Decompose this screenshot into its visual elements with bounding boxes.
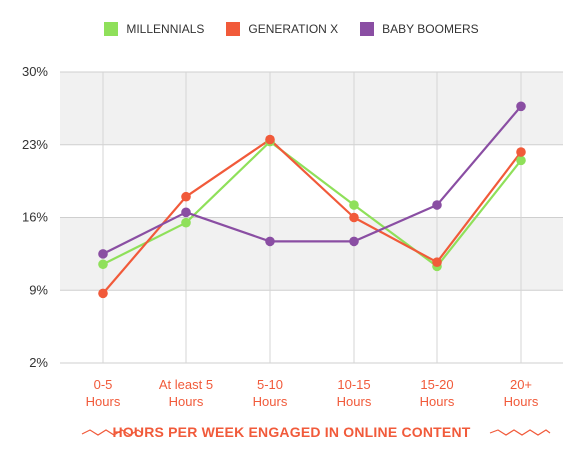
legend: MILLENNIALS GENERATION X BABY BOOMERS — [0, 22, 583, 36]
x-tick-label-unit: Hours — [169, 394, 204, 409]
data-point-2 — [98, 249, 108, 259]
data-point-2 — [181, 207, 191, 218]
legend-swatch-millennials — [104, 22, 119, 36]
x-tick-label-unit: Hours — [86, 394, 121, 409]
x-tick-label-unit: Hours — [504, 394, 539, 409]
x-tick-label: 5-10 — [257, 377, 283, 392]
data-point-2 — [349, 236, 359, 247]
data-point-2 — [265, 236, 275, 247]
data-point-2 — [516, 101, 526, 112]
x-axis-title-block: HOURS PER WEEK ENGAGED IN ONLINE CONTENT — [0, 424, 583, 444]
data-point-1 — [516, 147, 526, 157]
y-tick-label: 23% — [22, 137, 48, 152]
legend-label-millennials: MILLENNIALS — [126, 22, 205, 36]
legend-item-generation-x: GENERATION X — [226, 22, 338, 36]
legend-swatch-generation-x — [226, 22, 241, 36]
zigzag-right-icon — [489, 429, 551, 436]
x-axis-title: HOURS PER WEEK ENGAGED IN ONLINE CONTENT — [112, 424, 471, 440]
legend-label-generation-x: GENERATION X — [248, 22, 339, 36]
x-tick-label-unit: Hours — [337, 394, 372, 409]
zigzag-left-icon — [81, 429, 143, 436]
legend-label-baby-boomers: BABY BOOMERS — [382, 22, 479, 36]
x-tick-label: 20+ — [510, 377, 532, 392]
data-point-0 — [98, 259, 108, 270]
legend-item-millennials: MILLENNIALS — [104, 22, 204, 36]
x-tick-label-unit: Hours — [253, 394, 288, 409]
series-line-0 — [102, 140, 522, 268]
data-point-1 — [181, 191, 191, 202]
x-tick-label: 10-15 — [337, 377, 370, 392]
x-tick-label: At least 5 — [159, 377, 213, 392]
data-point-1 — [265, 134, 275, 145]
data-point-0 — [181, 217, 191, 228]
x-tick-label-unit: Hours — [420, 394, 455, 409]
x-tick-label: 15-20 — [420, 377, 453, 392]
series-line-2 — [102, 105, 522, 255]
data-point-1 — [98, 288, 108, 299]
data-point-2 — [432, 200, 442, 210]
zigzag-decorations — [81, 429, 551, 436]
data-point-0 — [349, 200, 359, 210]
y-tick-label: 30% — [22, 64, 48, 79]
background-band — [60, 217, 563, 291]
legend-item-baby-boomers: BABY BOOMERS — [360, 22, 479, 36]
data-point-1 — [432, 257, 442, 267]
data-point-0 — [516, 155, 526, 166]
y-tick-label: 9% — [29, 282, 48, 297]
y-tick-label: 2% — [29, 355, 48, 370]
x-tick-label: 0-5 — [94, 377, 113, 392]
y-tick-label: 16% — [22, 210, 48, 225]
background-band — [60, 72, 563, 145]
series-line-1 — [102, 138, 522, 295]
data-point-1 — [349, 212, 359, 223]
legend-swatch-baby-boomers — [360, 22, 375, 36]
